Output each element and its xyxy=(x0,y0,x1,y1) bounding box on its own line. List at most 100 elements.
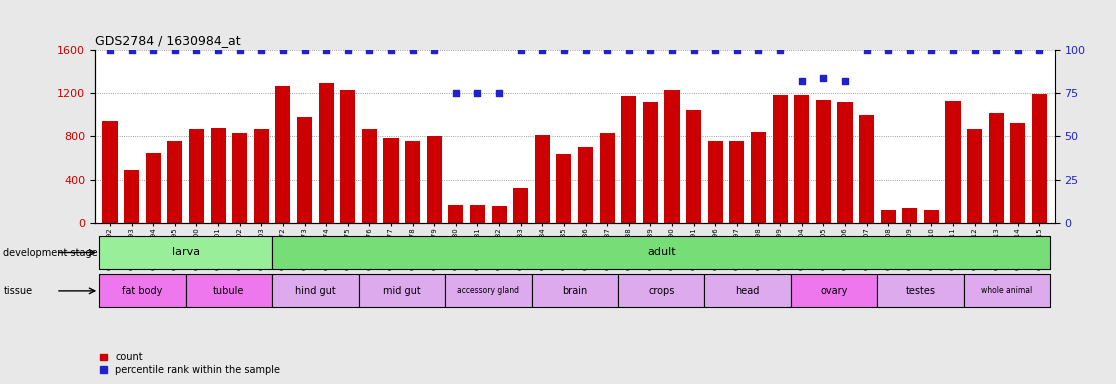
Text: larva: larva xyxy=(172,247,200,258)
Text: fat body: fat body xyxy=(123,286,163,296)
Point xyxy=(663,47,681,53)
Point xyxy=(685,47,703,53)
Bar xyxy=(449,205,463,223)
Point xyxy=(360,47,378,53)
Text: crops: crops xyxy=(648,286,674,296)
Bar xyxy=(816,100,831,223)
Text: head: head xyxy=(735,286,760,296)
Point xyxy=(923,47,941,53)
Bar xyxy=(318,83,334,223)
Point xyxy=(555,47,573,53)
Bar xyxy=(968,129,982,223)
Point xyxy=(901,47,918,53)
Bar xyxy=(531,275,618,307)
Point xyxy=(490,90,508,96)
Point xyxy=(619,47,637,53)
Text: tissue: tissue xyxy=(3,286,32,296)
Bar xyxy=(772,95,788,223)
Bar xyxy=(276,86,290,223)
Bar xyxy=(340,90,355,223)
Bar xyxy=(189,129,204,223)
Bar xyxy=(124,170,140,223)
Text: GDS2784 / 1630984_at: GDS2784 / 1630984_at xyxy=(95,34,240,47)
Bar xyxy=(964,275,1050,307)
Point xyxy=(317,47,335,53)
Text: accessory gland: accessory gland xyxy=(458,286,519,295)
Point xyxy=(965,47,983,53)
Point xyxy=(836,78,854,84)
Bar xyxy=(881,210,896,223)
Text: tubule: tubule xyxy=(213,286,244,296)
Bar xyxy=(405,141,421,223)
Bar xyxy=(253,129,269,223)
Bar xyxy=(622,96,636,223)
Bar xyxy=(924,210,939,223)
Bar xyxy=(578,147,593,223)
Text: ovary: ovary xyxy=(820,286,848,296)
Bar xyxy=(877,275,964,307)
Bar xyxy=(1010,123,1026,223)
Point xyxy=(209,47,227,53)
Bar xyxy=(535,135,550,223)
Legend: count, percentile rank within the sample: count, percentile rank within the sample xyxy=(99,353,280,375)
Point xyxy=(642,47,660,53)
Bar xyxy=(795,95,809,223)
Bar xyxy=(272,275,358,307)
Bar xyxy=(99,275,185,307)
Text: brain: brain xyxy=(562,286,587,296)
Point xyxy=(296,47,314,53)
Point xyxy=(144,47,162,53)
Bar xyxy=(1032,94,1047,223)
Point xyxy=(577,47,595,53)
Point xyxy=(446,90,464,96)
Bar xyxy=(791,275,877,307)
Point xyxy=(944,47,962,53)
Point xyxy=(425,47,443,53)
Point xyxy=(706,47,724,53)
Bar xyxy=(167,141,182,223)
Point xyxy=(382,47,400,53)
Point xyxy=(815,74,833,81)
Bar xyxy=(146,152,161,223)
Point xyxy=(1030,47,1048,53)
Point xyxy=(404,47,422,53)
Bar xyxy=(358,275,445,307)
Point xyxy=(988,47,1006,53)
Bar xyxy=(751,132,766,223)
Point xyxy=(792,78,810,84)
Text: hind gut: hind gut xyxy=(295,286,336,296)
Bar xyxy=(989,113,1003,223)
Point xyxy=(339,47,357,53)
Bar xyxy=(837,102,853,223)
Text: whole animal: whole animal xyxy=(981,286,1032,295)
Point xyxy=(252,47,270,53)
Bar xyxy=(362,129,377,223)
Bar xyxy=(426,136,442,223)
Bar xyxy=(618,275,704,307)
Bar xyxy=(643,102,658,223)
Bar xyxy=(704,275,791,307)
Bar xyxy=(232,133,248,223)
Bar xyxy=(103,121,117,223)
Bar xyxy=(708,141,723,223)
Bar xyxy=(211,128,225,223)
Bar xyxy=(557,154,571,223)
Bar xyxy=(445,275,531,307)
Text: testes: testes xyxy=(905,286,935,296)
Point xyxy=(123,47,141,53)
Point xyxy=(771,47,789,53)
Point xyxy=(166,47,184,53)
Bar xyxy=(686,110,701,223)
Bar xyxy=(297,117,312,223)
Point xyxy=(102,47,119,53)
Point xyxy=(879,47,897,53)
Point xyxy=(469,90,487,96)
Bar xyxy=(513,188,528,223)
Point xyxy=(728,47,745,53)
Point xyxy=(231,47,249,53)
Point xyxy=(598,47,616,53)
Bar xyxy=(470,205,485,223)
Text: mid gut: mid gut xyxy=(383,286,421,296)
Bar xyxy=(664,90,680,223)
Point xyxy=(1009,47,1027,53)
